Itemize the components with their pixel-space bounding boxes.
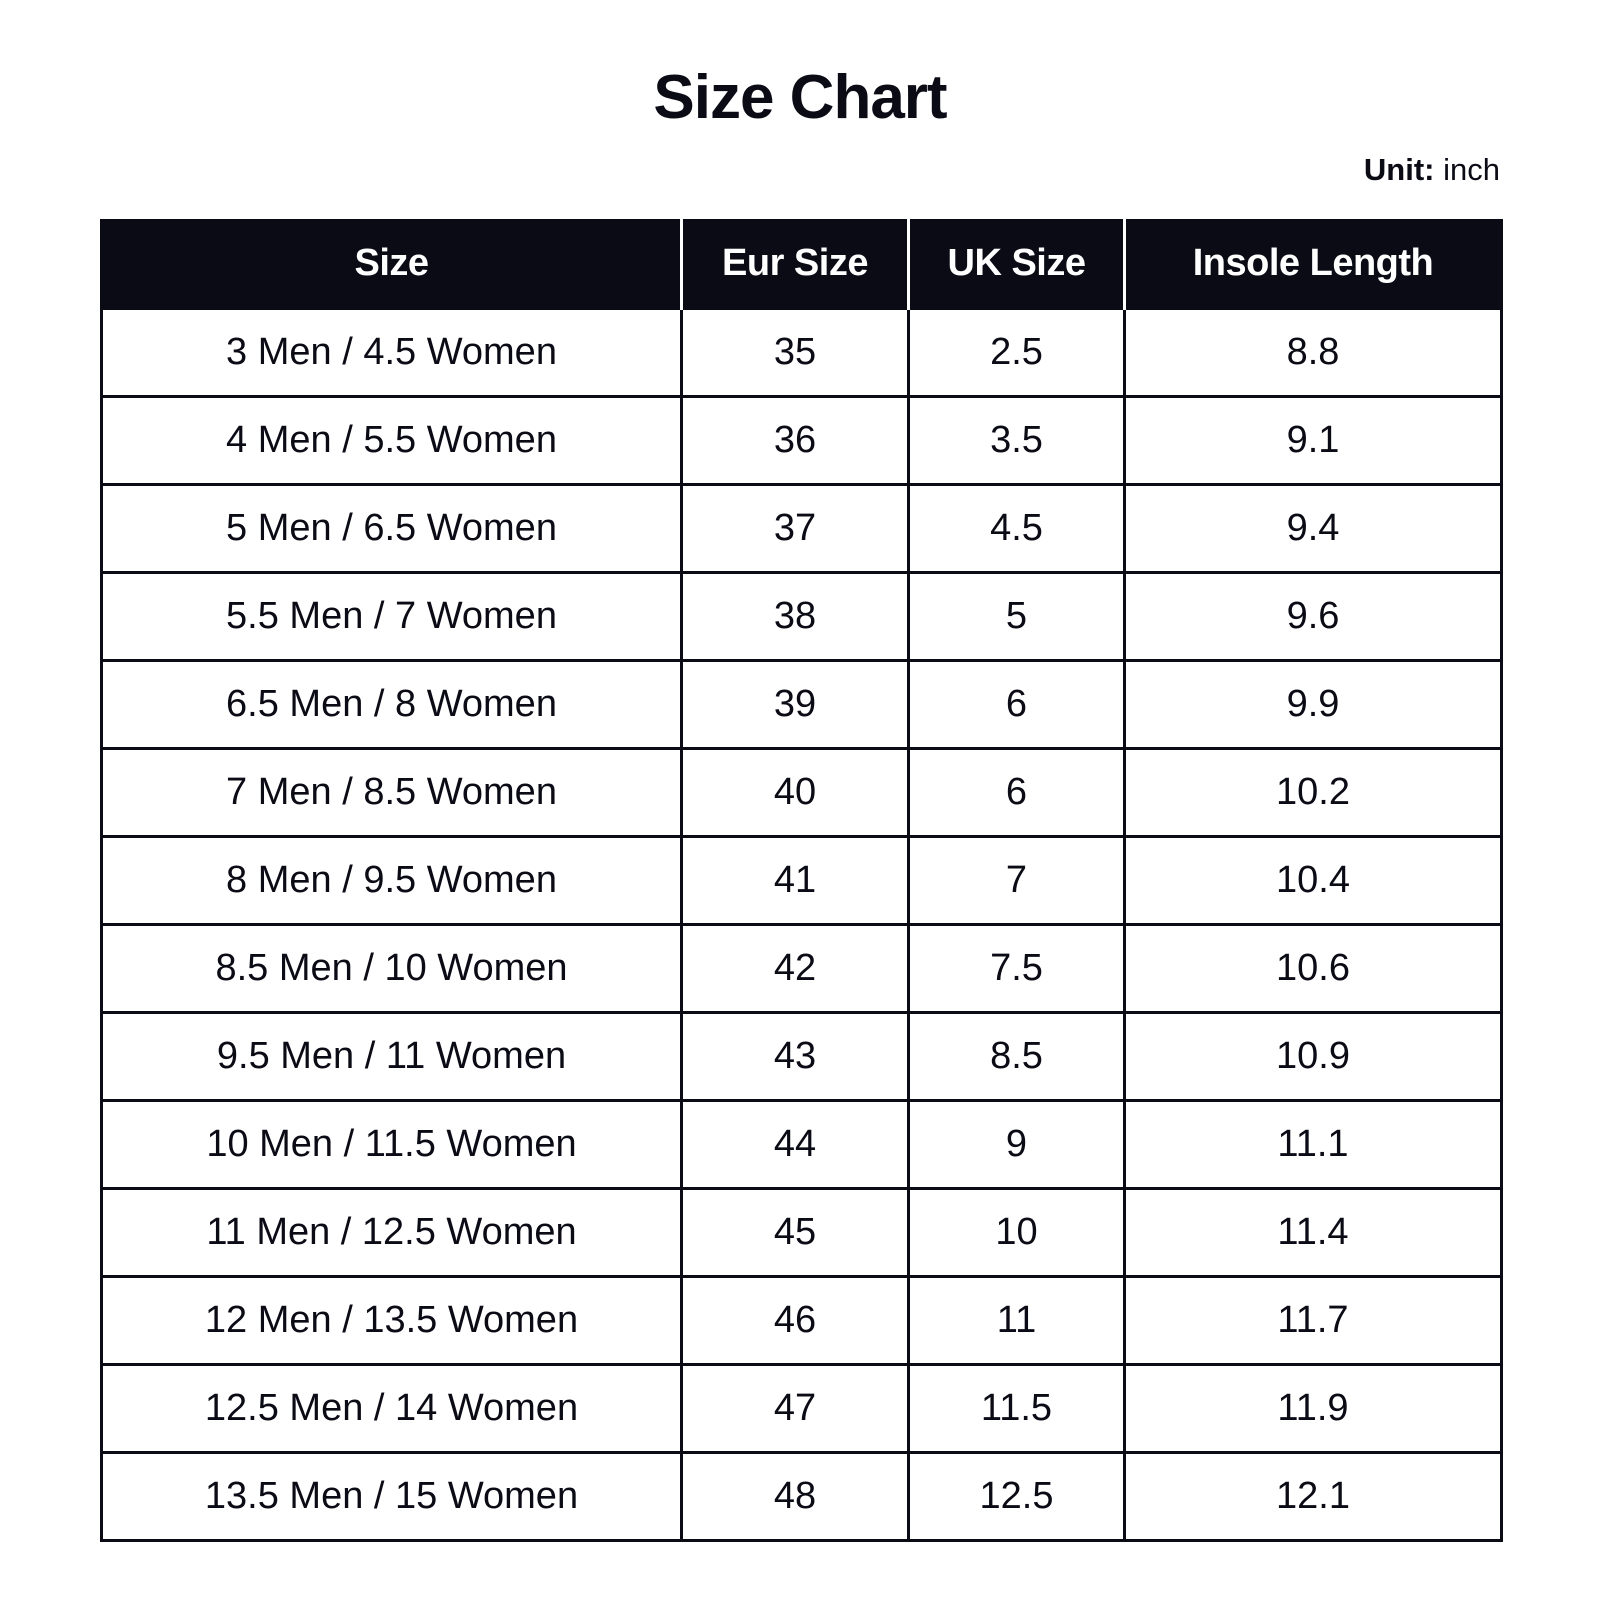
page-title: Size Chart <box>653 63 947 132</box>
table-cell: 8 Men / 9.5 Women <box>100 835 683 926</box>
table-cell: 11.9 <box>1123 1363 1503 1454</box>
column-header: Eur Size <box>680 219 910 309</box>
table-cell: 10.9 <box>1123 1011 1503 1102</box>
table-cell: 12.5 Men / 14 Women <box>100 1363 683 1454</box>
table-cell: 10 <box>907 1187 1126 1278</box>
table-cell: 42 <box>680 923 910 1014</box>
table-cell: 47 <box>680 1363 910 1454</box>
table-cell: 2.5 <box>907 307 1126 398</box>
column-header: Size <box>100 219 683 309</box>
table-cell: 4.5 <box>907 483 1126 574</box>
table-cell: 45 <box>680 1187 910 1278</box>
table-cell: 9.1 <box>1123 395 1503 486</box>
column-header: Insole Length <box>1123 219 1503 309</box>
table-cell: 4 Men / 5.5 Women <box>100 395 683 486</box>
table-row: 8 Men / 9.5 Women 41 7 10.4 <box>100 835 1503 926</box>
table-cell: 10.4 <box>1123 835 1503 926</box>
table-cell: 9 <box>907 1099 1126 1190</box>
table-cell: 44 <box>680 1099 910 1190</box>
table-cell: 46 <box>680 1275 910 1366</box>
table-row: 13.5 Men / 15 Women 48 12.5 12.1 <box>100 1451 1503 1542</box>
table-cell: 3.5 <box>907 395 1126 486</box>
table-row: 4 Men / 5.5 Women 36 3.5 9.1 <box>100 395 1503 486</box>
table-cell: 48 <box>680 1451 910 1542</box>
table-cell: 41 <box>680 835 910 926</box>
unit-value: inch <box>1443 152 1500 187</box>
table-cell: 6.5 Men / 8 Women <box>100 659 683 750</box>
table-row: 11 Men / 12.5 Women 45 10 11.4 <box>100 1187 1503 1278</box>
table-cell: 6 <box>907 659 1126 750</box>
table-cell: 40 <box>680 747 910 838</box>
table-cell: 12 Men / 13.5 Women <box>100 1275 683 1366</box>
table-row: 12.5 Men / 14 Women 47 11.5 11.9 <box>100 1363 1503 1454</box>
table-row: 3 Men / 4.5 Women 35 2.5 8.8 <box>100 307 1503 398</box>
table-cell: 36 <box>680 395 910 486</box>
table-row: 6.5 Men / 8 Women 39 6 9.9 <box>100 659 1503 750</box>
unit-label: Unit: <box>1363 152 1435 187</box>
table-cell: 11.1 <box>1123 1099 1503 1190</box>
table-cell: 7.5 <box>907 923 1126 1014</box>
table-cell: 9.9 <box>1123 659 1503 750</box>
column-header: UK Size <box>907 219 1126 309</box>
table-cell: 6 <box>907 747 1126 838</box>
table-cell: 8.8 <box>1123 307 1503 398</box>
table-cell: 11 Men / 12.5 Women <box>100 1187 683 1278</box>
table-cell: 8.5 Men / 10 Women <box>100 923 683 1014</box>
table-row: 10 Men / 11.5 Women 44 9 11.1 <box>100 1099 1503 1190</box>
table-row: 12 Men / 13.5 Women 46 11 11.7 <box>100 1275 1503 1366</box>
table-cell: 10.6 <box>1123 923 1503 1014</box>
header-row: Size Eur Size UK Size Insole Length <box>100 219 1503 309</box>
table-cell: 7 <box>907 835 1126 926</box>
table-cell: 11.7 <box>1123 1275 1503 1366</box>
table-cell: 13.5 Men / 15 Women <box>100 1451 683 1542</box>
table-cell: 5 Men / 6.5 Women <box>100 483 683 574</box>
table-row: 5.5 Men / 7 Women 38 5 9.6 <box>100 571 1503 662</box>
table-cell: 39 <box>680 659 910 750</box>
table-cell: 7 Men / 8.5 Women <box>100 747 683 838</box>
table-cell: 3 Men / 4.5 Women <box>100 307 683 398</box>
table-cell: 5.5 Men / 7 Women <box>100 571 683 662</box>
table-cell: 37 <box>680 483 910 574</box>
table-cell: 9.5 Men / 11 Women <box>100 1011 683 1102</box>
table-cell: 12.5 <box>907 1451 1126 1542</box>
table-row: 5 Men / 6.5 Women 37 4.5 9.4 <box>100 483 1503 574</box>
table-cell: 11 <box>907 1275 1126 1366</box>
table-row: 7 Men / 8.5 Women 40 6 10.2 <box>100 747 1503 838</box>
table-cell: 9.4 <box>1123 483 1503 574</box>
table-row: 8.5 Men / 10 Women 42 7.5 10.6 <box>100 923 1503 1014</box>
table-cell: 9.6 <box>1123 571 1503 662</box>
table-cell: 8.5 <box>907 1011 1126 1102</box>
table-row: 9.5 Men / 11 Women 43 8.5 10.9 <box>100 1011 1503 1102</box>
table-cell: 11.5 <box>907 1363 1126 1454</box>
table-cell: 35 <box>680 307 910 398</box>
table-cell: 38 <box>680 571 910 662</box>
table-cell: 43 <box>680 1011 910 1102</box>
table-cell: 11.4 <box>1123 1187 1503 1278</box>
size-chart-table: Size Eur Size UK Size Insole Length 3 Men /… <box>100 219 1503 1542</box>
table-cell: 12.1 <box>1123 1451 1503 1542</box>
table-cell: 5 <box>907 571 1126 662</box>
table-cell: 10 Men / 11.5 Women <box>100 1099 683 1190</box>
table-cell: 10.2 <box>1123 747 1503 838</box>
unit-note: Unit: inch <box>1364 152 1500 188</box>
